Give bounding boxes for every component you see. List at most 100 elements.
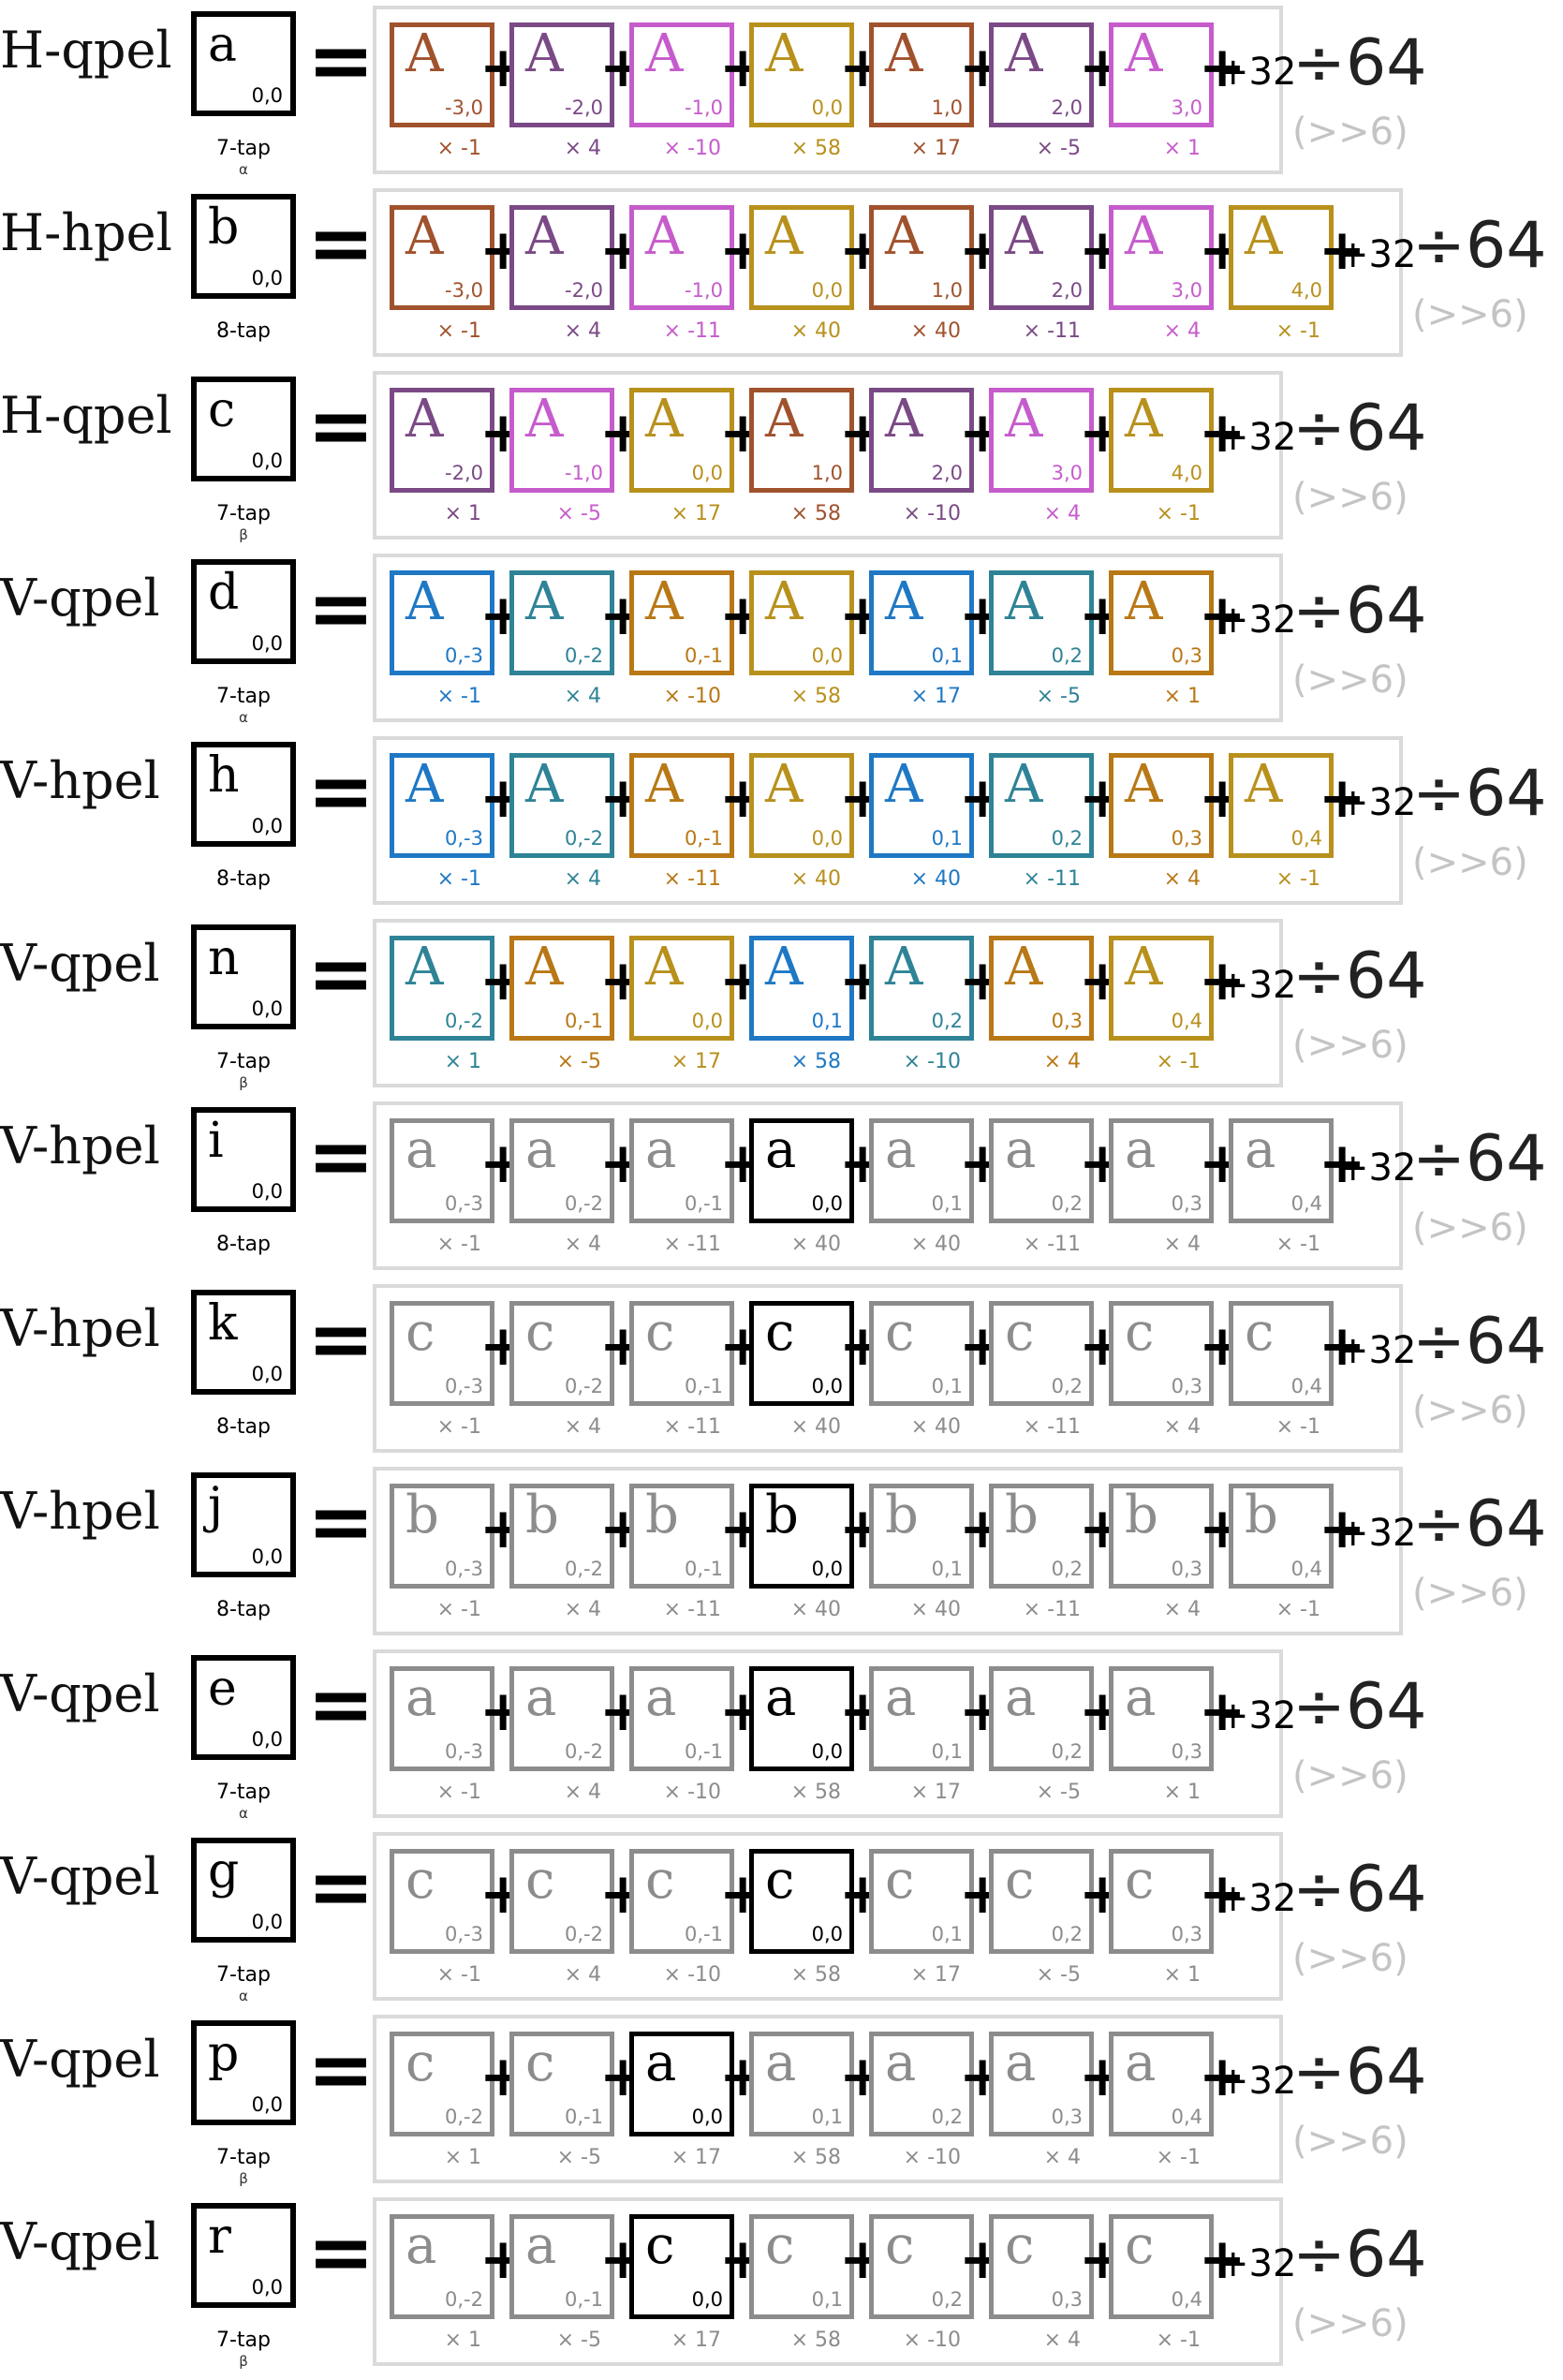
rounding-offset: +32 (1217, 2242, 1297, 2285)
weighted-sum-panel: A 0,-2 × 1 + A 0,-1 × -5 + A 0,0 × 17 + A 0,1 × 58 + A 0,… (373, 919, 1296, 1087)
filter-type-label: V-hpel (0, 751, 160, 810)
input-sample-coord: 0,-2 (565, 1740, 603, 1763)
input-sample-cell: A 0,0 (629, 936, 734, 1041)
input-sample-symbol: A (405, 937, 444, 998)
input-sample-cell: c 0,-1 (509, 2032, 614, 2136)
input-sample-symbol: A (1005, 206, 1043, 267)
filter-coefficient: × 4 (1043, 502, 1081, 525)
filter-coefficient: × -11 (663, 1415, 721, 1439)
input-sample-symbol: c (1005, 1302, 1035, 1363)
weighted-sum-panel: a 0,-3 × -1 + a 0,-2 × 4 + a 0,-1 × -11 + a 0,0 × 40 + a… (373, 1101, 1416, 1270)
input-sample-cell: A 1,0 (869, 205, 974, 310)
input-sample-cell: c 0,-2 (390, 2032, 494, 2136)
output-sample-box: j 0,0 (191, 1472, 296, 1577)
input-sample-coord: 0,3 (1051, 2288, 1083, 2311)
input-sample-cell: A 2,0 (989, 22, 1094, 127)
input-sample-coord: 0,2 (931, 2106, 963, 2128)
filter-coefficient: × -11 (663, 1233, 721, 1256)
output-sample-box: h 0,0 (191, 742, 296, 847)
rounding-offset: +32 (1217, 2060, 1297, 2103)
input-sample-cell: A -1,0 (509, 388, 614, 493)
input-sample-coord: 0,2 (931, 2288, 963, 2311)
input-sample-coord: 0,0 (691, 2106, 723, 2128)
divisor-label: ÷64 (1412, 1305, 1547, 1379)
input-sample-coord: 0,-2 (565, 1192, 603, 1215)
input-sample-symbol: A (765, 754, 804, 815)
shift-equivalent-label: (>>6) (1412, 1206, 1528, 1249)
input-sample-coord: 0,1 (931, 1923, 963, 1945)
input-sample-cell: A 0,-2 (509, 753, 614, 858)
input-sample-symbol: c (525, 1850, 555, 1911)
input-sample-symbol: A (885, 206, 923, 267)
input-sample-coord: 0,1 (811, 2288, 843, 2311)
input-sample-coord: 0,-1 (685, 1192, 723, 1215)
input-sample-symbol: A (525, 937, 564, 998)
input-sample-cell: c 0,-2 (509, 1301, 614, 1406)
filter-variant-label: β (239, 2170, 248, 2187)
input-sample-cell: A 0,-2 (509, 570, 614, 675)
input-sample-symbol: c (1005, 2215, 1035, 2276)
input-sample-symbol: A (1125, 571, 1163, 632)
input-sample-coord: 0,3 (1171, 1192, 1202, 1215)
input-sample-symbol: a (525, 1667, 557, 1728)
plus-sign: + (1319, 1496, 1366, 1561)
input-sample-coord: 0,-3 (445, 1740, 483, 1763)
input-sample-symbol: A (405, 571, 444, 632)
filter-coefficient: × 1 (444, 502, 481, 525)
input-sample-symbol: A (885, 937, 923, 998)
output-sample-letter: j (208, 1478, 224, 1534)
equals-sign: = (307, 1475, 376, 1569)
input-sample-cell: a 0,-2 (390, 2214, 494, 2319)
input-sample-cell: A -3,0 (390, 22, 494, 127)
filter-coefficient: × 58 (790, 685, 841, 708)
input-sample-symbol: a (1005, 1667, 1037, 1728)
input-sample-cell: b 0,3 (1109, 1484, 1214, 1589)
input-sample-coord: 0,0 (811, 279, 843, 302)
input-sample-coord: 0,2 (1051, 1558, 1083, 1580)
divisor-label: ÷64 (1292, 2035, 1427, 2109)
filter-coefficient: × -11 (1023, 319, 1081, 343)
tap-count-label: 7-tap (215, 1781, 271, 1804)
input-sample-cell: A 0,-1 (509, 936, 614, 1041)
filter-coefficient: × -1 (436, 685, 481, 708)
input-sample-cell: A -3,0 (390, 205, 494, 310)
input-sample-cell: c 0,1 (749, 2214, 854, 2319)
input-sample-coord: 1,0 (931, 279, 963, 302)
filter-coefficient: × -10 (663, 1781, 721, 1804)
plus-sign: + (1319, 217, 1366, 283)
output-sample-letter: r (208, 2209, 231, 2265)
input-sample-symbol: c (765, 1850, 795, 1911)
divisor-label: ÷64 (1292, 26, 1427, 100)
divisor-label: ÷64 (1292, 574, 1427, 648)
filter-coefficient: × 4 (1043, 2328, 1081, 2352)
formula-row: V-hpel k 0,0 8-tap = c 0,-3 × -1 + c 0,-2 × 4 + c 0,-1… (0, 1284, 1563, 1467)
filter-coefficient: × 58 (790, 2328, 841, 2352)
input-sample-coord: -2,0 (445, 462, 483, 484)
filter-coefficient: × -1 (436, 1598, 481, 1621)
input-sample-symbol: A (645, 389, 684, 450)
filter-type-label: V-qpel (0, 569, 160, 628)
output-sample-coord: 0,0 (251, 1363, 283, 1385)
filter-coefficient: × 40 (910, 867, 961, 891)
filter-coefficient: × -10 (663, 1963, 721, 1987)
input-sample-cell: A 3,0 (989, 388, 1094, 493)
tap-count-label: 7-tap (215, 2328, 271, 2352)
input-sample-cell: a 0,2 (869, 2032, 974, 2136)
input-sample-coord: 0,1 (811, 1010, 843, 1032)
filter-coefficient: × -11 (1023, 1415, 1081, 1439)
input-sample-coord: 0,4 (1171, 2106, 1202, 2128)
input-sample-cell: A 0,1 (869, 570, 974, 675)
filter-coefficient: × -1 (1275, 1233, 1320, 1256)
tap-count-label: 8-tap (215, 867, 271, 891)
input-sample-symbol: c (405, 1302, 435, 1363)
input-sample-coord: -1,0 (565, 462, 603, 484)
input-sample-coord: 2,0 (931, 462, 963, 484)
output-sample-coord: 0,0 (251, 1545, 283, 1568)
filter-coefficient: × 1 (1163, 137, 1201, 160)
input-sample-symbol: a (645, 1667, 677, 1728)
output-sample-coord: 0,0 (251, 632, 283, 655)
input-sample-symbol: a (1005, 2033, 1037, 2093)
tap-count-label: 7-tap (215, 137, 271, 160)
filter-coefficient: × 4 (564, 137, 601, 160)
input-sample-coord: 0,0 (811, 1923, 843, 1945)
